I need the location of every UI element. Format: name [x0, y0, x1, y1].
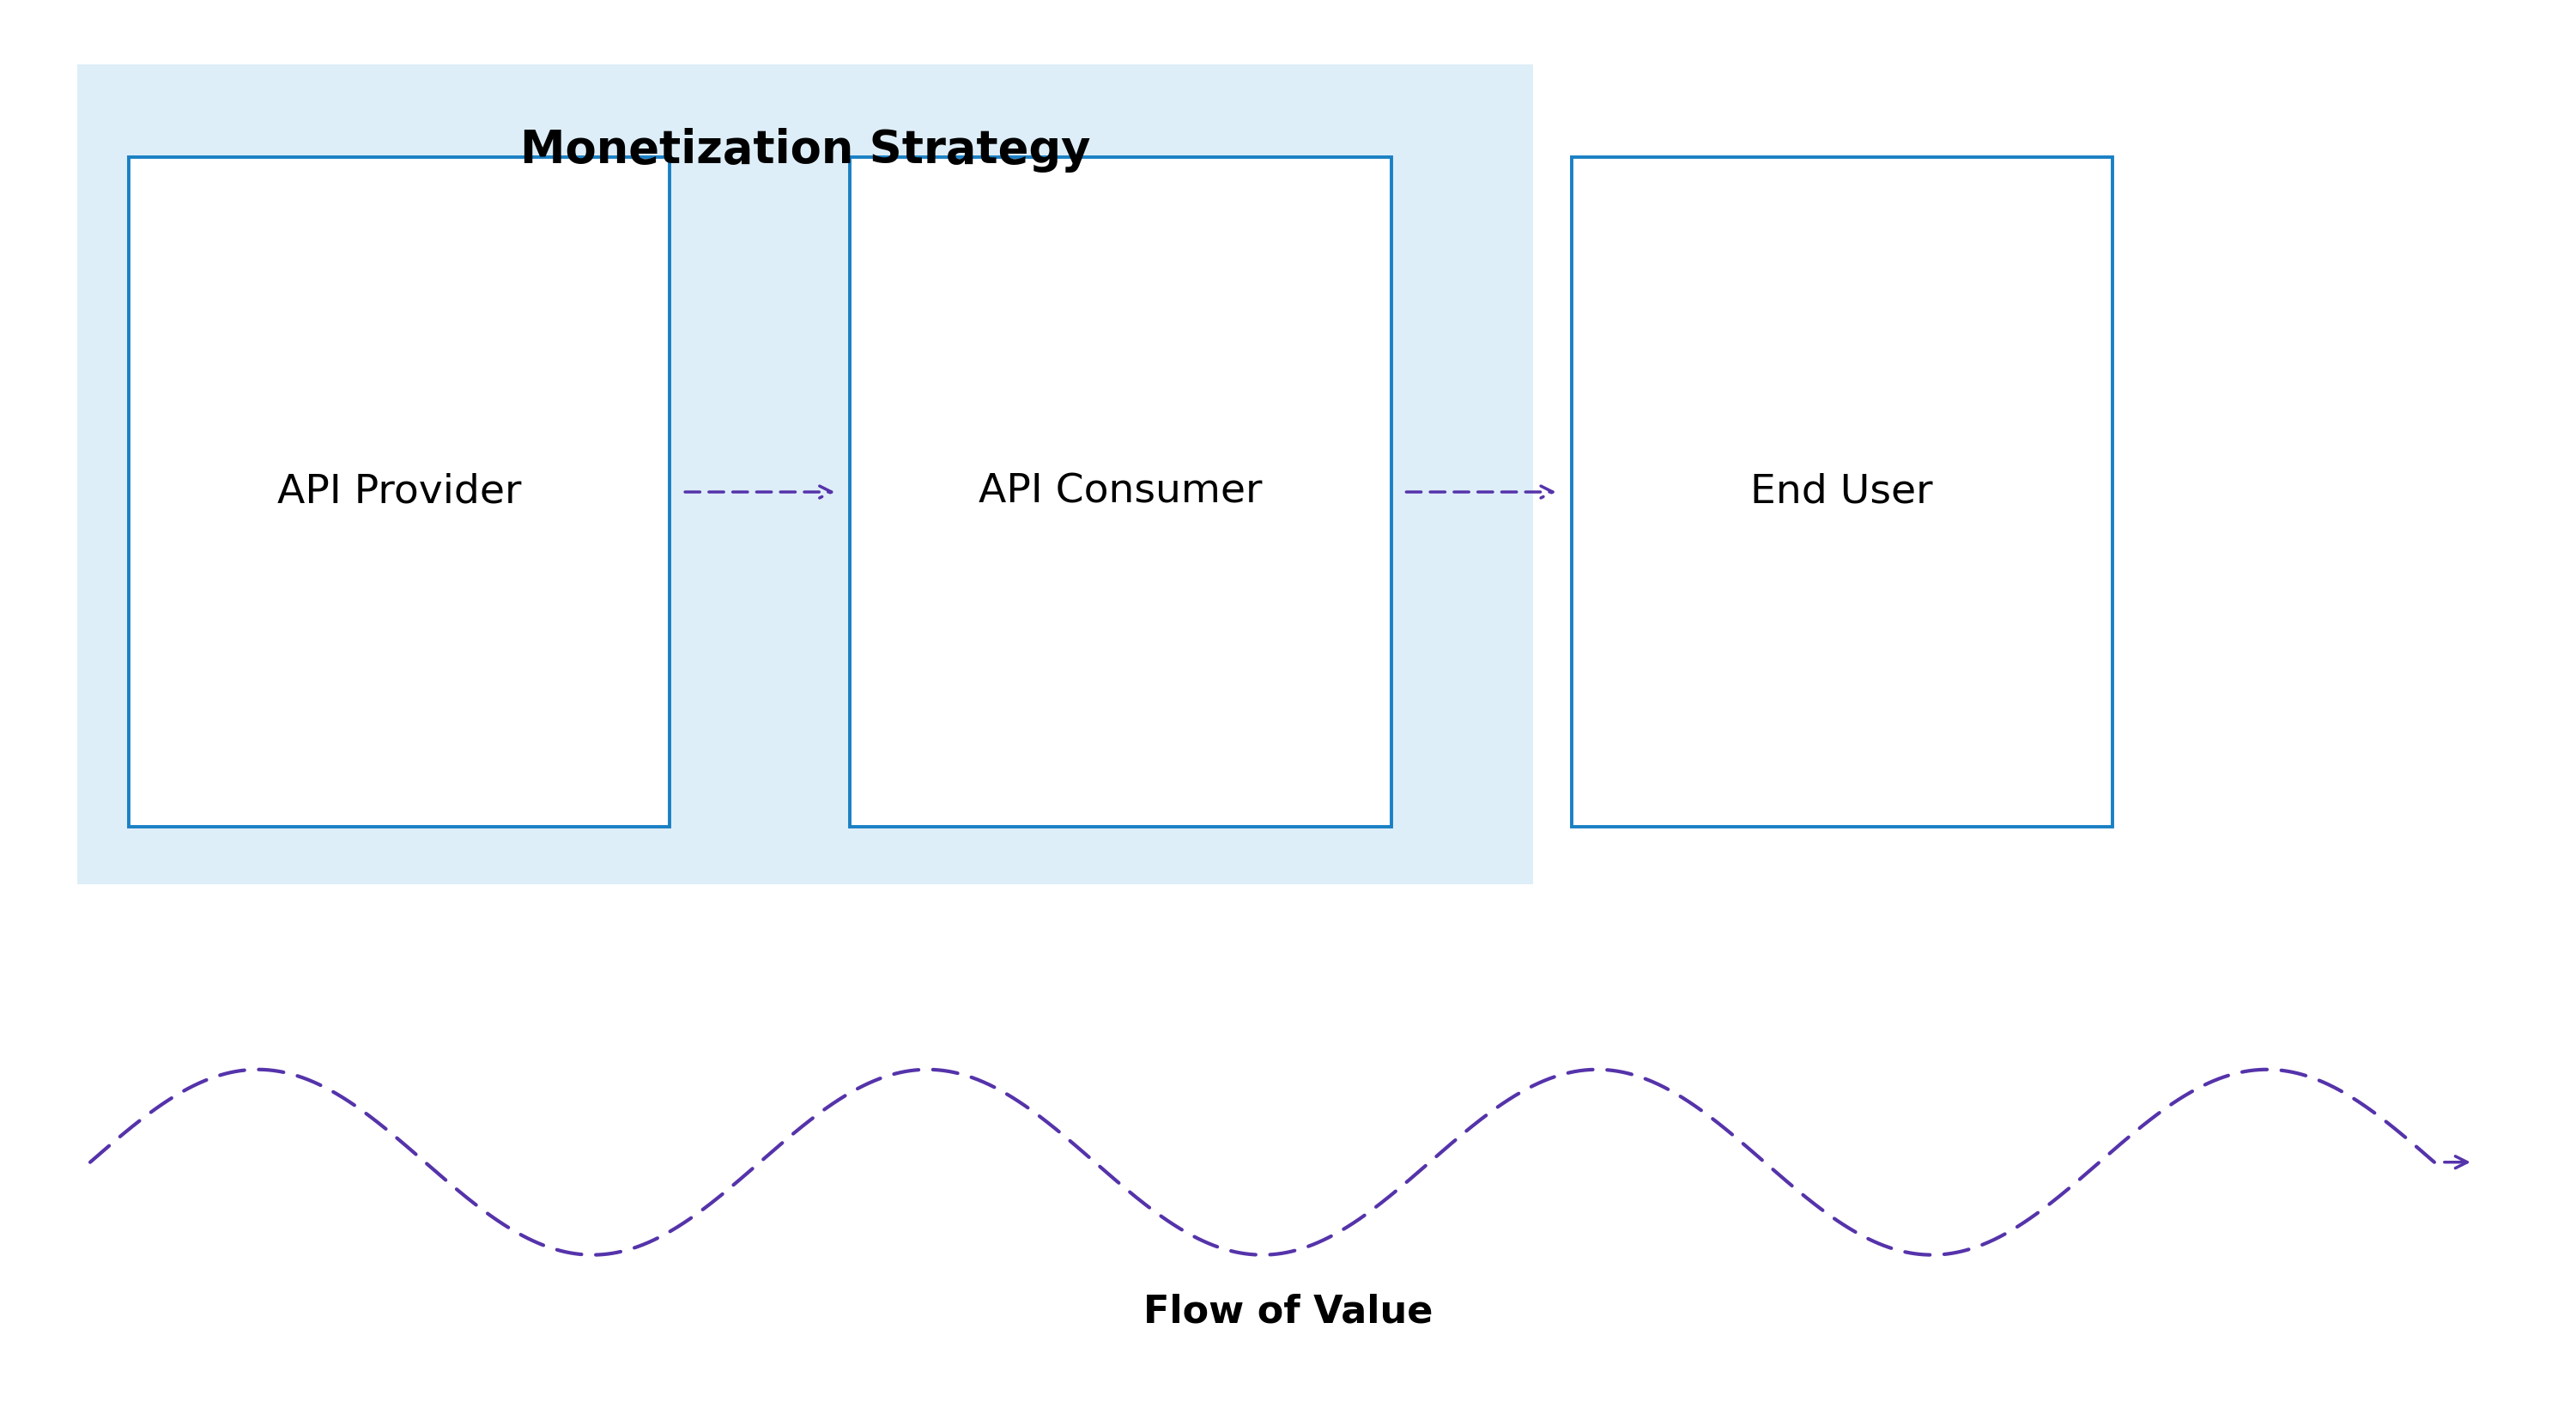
Text: Flow of Value: Flow of Value — [1144, 1293, 1432, 1330]
FancyBboxPatch shape — [77, 64, 1533, 884]
Text: API Consumer: API Consumer — [979, 472, 1262, 512]
FancyBboxPatch shape — [1571, 157, 2112, 827]
Text: API Provider: API Provider — [278, 472, 520, 512]
Text: End User: End User — [1752, 472, 1932, 512]
FancyBboxPatch shape — [850, 157, 1391, 827]
FancyBboxPatch shape — [129, 157, 670, 827]
Text: Monetization Strategy: Monetization Strategy — [520, 128, 1090, 173]
